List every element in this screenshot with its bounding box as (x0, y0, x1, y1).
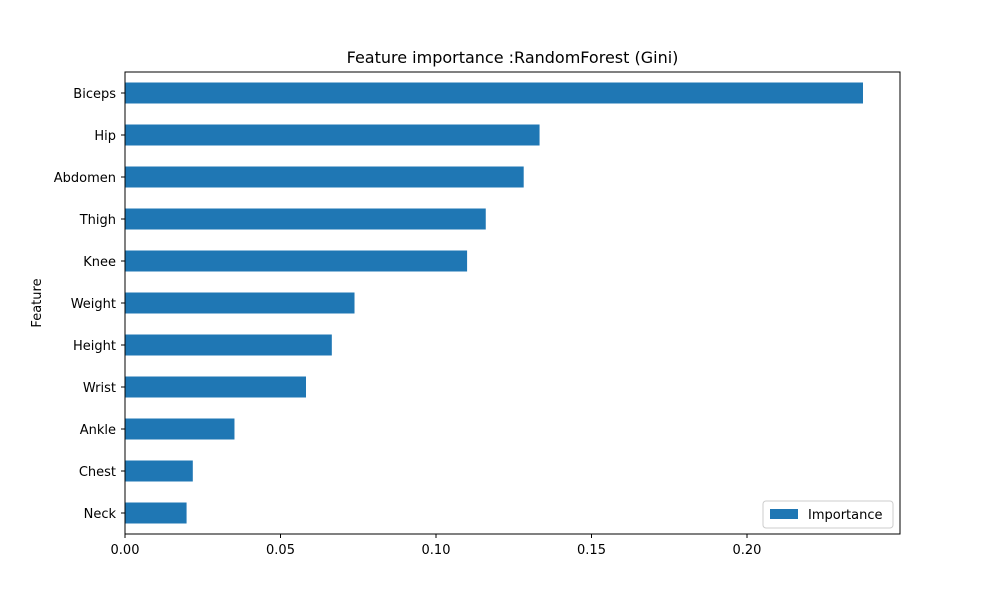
bar-biceps (125, 82, 863, 104)
y-tick-label: Thigh (79, 213, 116, 228)
legend: Importance (762, 500, 894, 529)
bar-wrist (125, 376, 306, 398)
bar-thigh (125, 208, 486, 230)
bar-neck (125, 502, 187, 524)
y-axis-title: Feature (30, 278, 45, 327)
legend-box (762, 500, 894, 529)
bar-hip (125, 124, 540, 146)
y-tick-label: Chest (79, 465, 116, 480)
bar-ankle (125, 418, 235, 440)
y-tick-label: Height (73, 339, 116, 354)
y-tick-label: Hip (94, 129, 116, 144)
bar-weight (125, 292, 355, 314)
bars-group (125, 82, 863, 524)
bar-abdomen (125, 166, 524, 188)
y-tick-label: Wrist (83, 381, 116, 396)
y-axis: Neck Chest Ankle Wrist Height Weight Knee Thigh… (54, 87, 125, 522)
legend-swatch (770, 509, 798, 519)
x-tick-label: 0.20 (733, 543, 762, 558)
x-tick-label: 0.10 (422, 543, 451, 558)
y-tick-label: Knee (83, 255, 116, 270)
bar-height (125, 334, 332, 356)
y-tick-label: Weight (71, 297, 116, 312)
y-tick-label: Biceps (73, 87, 116, 102)
x-tick-label: 0.15 (577, 543, 606, 558)
bar-knee (125, 250, 468, 272)
chart-title: Feature importance :RandomForest (Gini) (347, 48, 679, 67)
y-tick-label: Abdomen (54, 171, 116, 186)
bar-chest (125, 460, 193, 482)
legend-label: Importance (808, 508, 883, 523)
y-tick-label: Neck (84, 507, 117, 522)
x-axis: 0.00 0.05 0.10 0.15 0.20 (111, 534, 762, 558)
x-tick-label: 0.05 (266, 543, 295, 558)
x-tick-label: 0.00 (111, 543, 140, 558)
y-tick-label: Ankle (80, 423, 116, 438)
